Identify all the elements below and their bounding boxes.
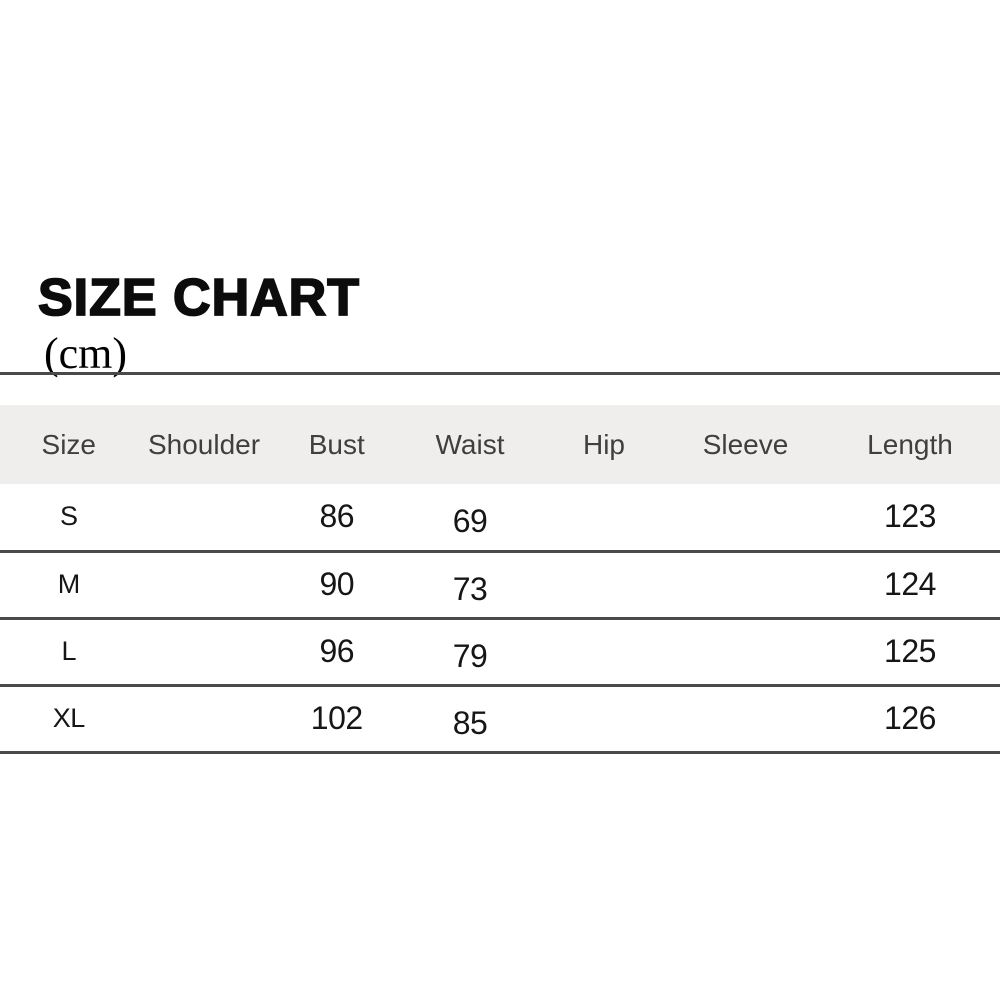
column-header-size: Size	[41, 428, 96, 460]
divider-rule	[0, 372, 1000, 375]
waist-cell: 79	[403, 618, 537, 685]
size-cell: M	[0, 551, 138, 618]
column-header-sleeve: Sleeve	[702, 428, 789, 460]
hip-cell	[537, 618, 671, 685]
size-value: XL	[52, 703, 86, 733]
waist-value: 85	[452, 705, 488, 741]
bust-cell: 86	[271, 484, 404, 551]
size-value: L	[61, 636, 77, 666]
shoulder-cell	[138, 484, 271, 551]
bust-value: 90	[319, 566, 355, 602]
table-header-row: Size Shoulder Bust Waist Hip Sleeve Leng…	[0, 405, 1000, 484]
bust-value: 96	[319, 633, 355, 669]
column-header-hip: Hip	[582, 428, 625, 460]
hip-cell	[537, 685, 671, 752]
hip-cell	[537, 484, 671, 551]
waist-value: 79	[452, 638, 488, 674]
sleeve-cell	[671, 685, 820, 752]
table-body: S 86 69 123 M 90 73 124 L 96 79 125 XL	[0, 484, 1000, 752]
size-cell: L	[0, 618, 138, 685]
sleeve-cell	[671, 618, 820, 685]
waist-cell: 85	[403, 685, 537, 752]
length-cell: 125	[820, 618, 1000, 685]
unit-label: (cm)	[44, 329, 128, 378]
bust-cell: 90	[271, 551, 404, 618]
column-header-length: Length	[867, 428, 953, 460]
column-header-waist: Waist	[435, 428, 505, 460]
table-row: L 96 79 125	[0, 618, 1000, 685]
sleeve-cell	[671, 551, 820, 618]
length-value: 125	[884, 633, 936, 669]
bust-cell: 102	[271, 685, 404, 752]
length-cell: 124	[820, 551, 1000, 618]
column-header-shoulder: Shoulder	[147, 428, 261, 460]
waist-value: 73	[452, 571, 488, 607]
waist-cell: 73	[403, 551, 537, 618]
page-title: SIZE CHART	[37, 268, 360, 328]
column-header-bust: Bust	[308, 428, 365, 460]
length-value: 126	[884, 700, 936, 736]
size-cell: XL	[0, 685, 138, 752]
bust-value: 86	[319, 498, 355, 535]
size-value: S	[59, 501, 78, 532]
table-row: S 86 69 123	[0, 484, 1000, 551]
length-cell: 123	[820, 484, 1000, 551]
waist-value: 69	[452, 503, 488, 540]
size-table: Size Shoulder Bust Waist Hip Sleeve Leng…	[0, 405, 1000, 754]
shoulder-cell	[138, 551, 271, 618]
size-cell: S	[0, 484, 138, 551]
bust-value: 102	[310, 700, 363, 736]
length-value: 124	[884, 566, 936, 602]
length-cell: 126	[820, 685, 1000, 752]
size-value: M	[57, 569, 81, 599]
bust-cell: 96	[271, 618, 404, 685]
hip-cell	[537, 551, 671, 618]
waist-cell: 69	[403, 484, 537, 551]
length-value: 123	[884, 498, 936, 535]
table-row: XL 102 85 126	[0, 685, 1000, 752]
table-row: M 90 73 124	[0, 551, 1000, 618]
sleeve-cell	[671, 484, 820, 551]
shoulder-cell	[138, 618, 271, 685]
shoulder-cell	[138, 685, 271, 752]
